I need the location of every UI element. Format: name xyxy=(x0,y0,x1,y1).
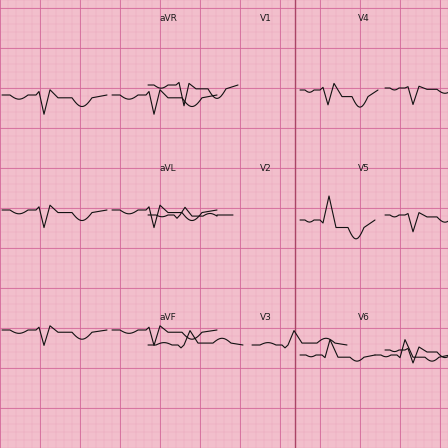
Text: V6: V6 xyxy=(358,313,370,322)
Text: aVL: aVL xyxy=(159,164,176,172)
Text: V1: V1 xyxy=(260,14,272,23)
Text: aVF: aVF xyxy=(159,313,176,322)
Text: V5: V5 xyxy=(358,164,370,172)
Text: V4: V4 xyxy=(358,14,370,23)
Text: V3: V3 xyxy=(260,313,272,322)
Text: aVR: aVR xyxy=(159,14,177,23)
Text: V2: V2 xyxy=(260,164,271,172)
